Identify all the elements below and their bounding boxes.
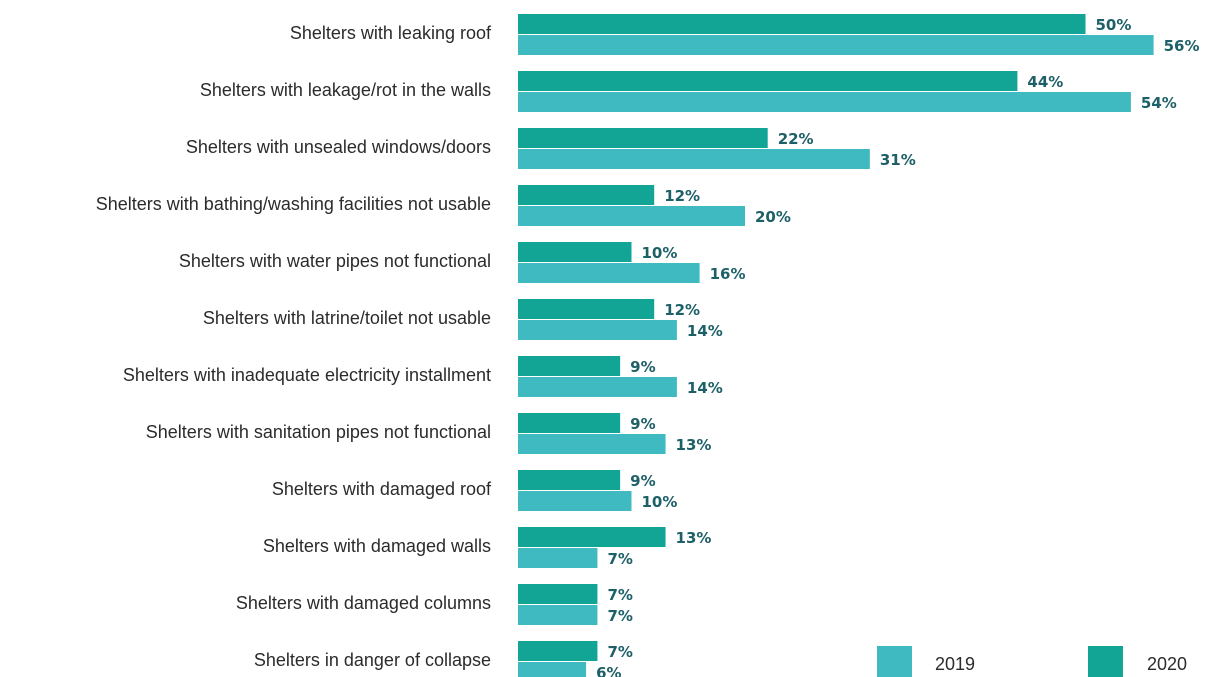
value-label-2019-2: 31% [880,151,916,169]
category-label: Shelters with unsealed windows/doors [186,137,491,157]
value-label-2019-11: 6% [596,664,621,677]
value-label-2019-0: 56% [1164,37,1200,55]
value-label-2019-3: 20% [755,208,791,226]
bar-2020-8 [518,470,621,490]
bar-2019-4 [518,263,700,283]
bar-2020-0 [518,14,1086,34]
value-label-2019-4: 16% [710,265,746,283]
legend-label-2019: 2019 [935,654,975,674]
bar-2019-7 [518,434,666,454]
value-label-2019-5: 14% [687,322,723,340]
bar-2020-5 [518,299,655,319]
value-labels: 50% 56% 44% 54% 22% 31% 12% 20% 10% 16% 12% 14% 9% 14… [596,16,1199,677]
category-label: Shelters in danger of collapse [254,650,491,670]
bar-2019-6 [518,377,677,397]
category-label: Shelters with damaged walls [263,536,491,556]
bar-2019-10 [518,605,598,625]
bar-2019-1 [518,92,1131,112]
value-label-2019-7: 13% [676,436,712,454]
bar-2020-11 [518,641,598,661]
value-label-2020-7: 9% [630,415,655,433]
category-label: Shelters with inadequate electricity ins… [123,365,491,385]
bar-2019-2 [518,149,870,169]
value-label-2020-3: 12% [664,187,700,205]
bar-2020-4 [518,242,632,262]
value-label-2020-6: 9% [630,358,655,376]
bar-2019-5 [518,320,677,340]
category-label: Shelters with damaged roof [272,479,492,499]
bar-2020-10 [518,584,598,604]
value-label-2020-11: 7% [607,643,632,661]
value-label-2020-4: 10% [642,244,678,262]
category-label: Shelters with latrine/toilet not usable [203,308,491,328]
legend-label-2020: 2020 [1147,654,1187,674]
value-label-2020-2: 22% [778,130,814,148]
bar-2020-9 [518,527,666,547]
value-label-2020-8: 9% [630,472,655,490]
value-label-2019-8: 10% [642,493,678,511]
bar-2019-3 [518,206,745,226]
value-label-2019-6: 14% [687,379,723,397]
bar-2020-2 [518,128,768,148]
legend: 2019 2020 [877,646,1187,677]
category-labels: Shelters with leaking roof Shelters with … [96,23,492,670]
category-label: Shelters with water pipes not functional [179,251,491,271]
bar-2020-3 [518,185,655,205]
value-label-2019-9: 7% [607,550,632,568]
legend-swatch-2020 [1088,646,1123,677]
legend-swatch-2019 [877,646,912,677]
bar-2019-0 [518,35,1154,55]
value-label-2020-9: 13% [676,529,712,547]
category-label: Shelters with sanitation pipes not funct… [146,422,491,442]
bar-2019-9 [518,548,598,568]
value-label-2020-5: 12% [664,301,700,319]
value-label-2020-1: 44% [1027,73,1063,91]
value-label-2019-10: 7% [607,607,632,625]
value-label-2019-1: 54% [1141,94,1177,112]
value-label-2020-0: 50% [1096,16,1132,34]
bar-2019-11 [518,662,587,677]
category-label: Shelters with leakage/rot in the walls [200,80,491,100]
bar-2020-6 [518,356,621,376]
bars [518,14,1154,677]
value-label-2020-10: 7% [607,586,632,604]
category-label: Shelters with leaking roof [290,23,492,43]
category-label: Shelters with damaged columns [236,593,491,613]
bar-2019-8 [518,491,632,511]
bar-2020-1 [518,71,1018,91]
bar-2020-7 [518,413,621,433]
category-label: Shelters with bathing/washing facilities… [96,194,491,214]
